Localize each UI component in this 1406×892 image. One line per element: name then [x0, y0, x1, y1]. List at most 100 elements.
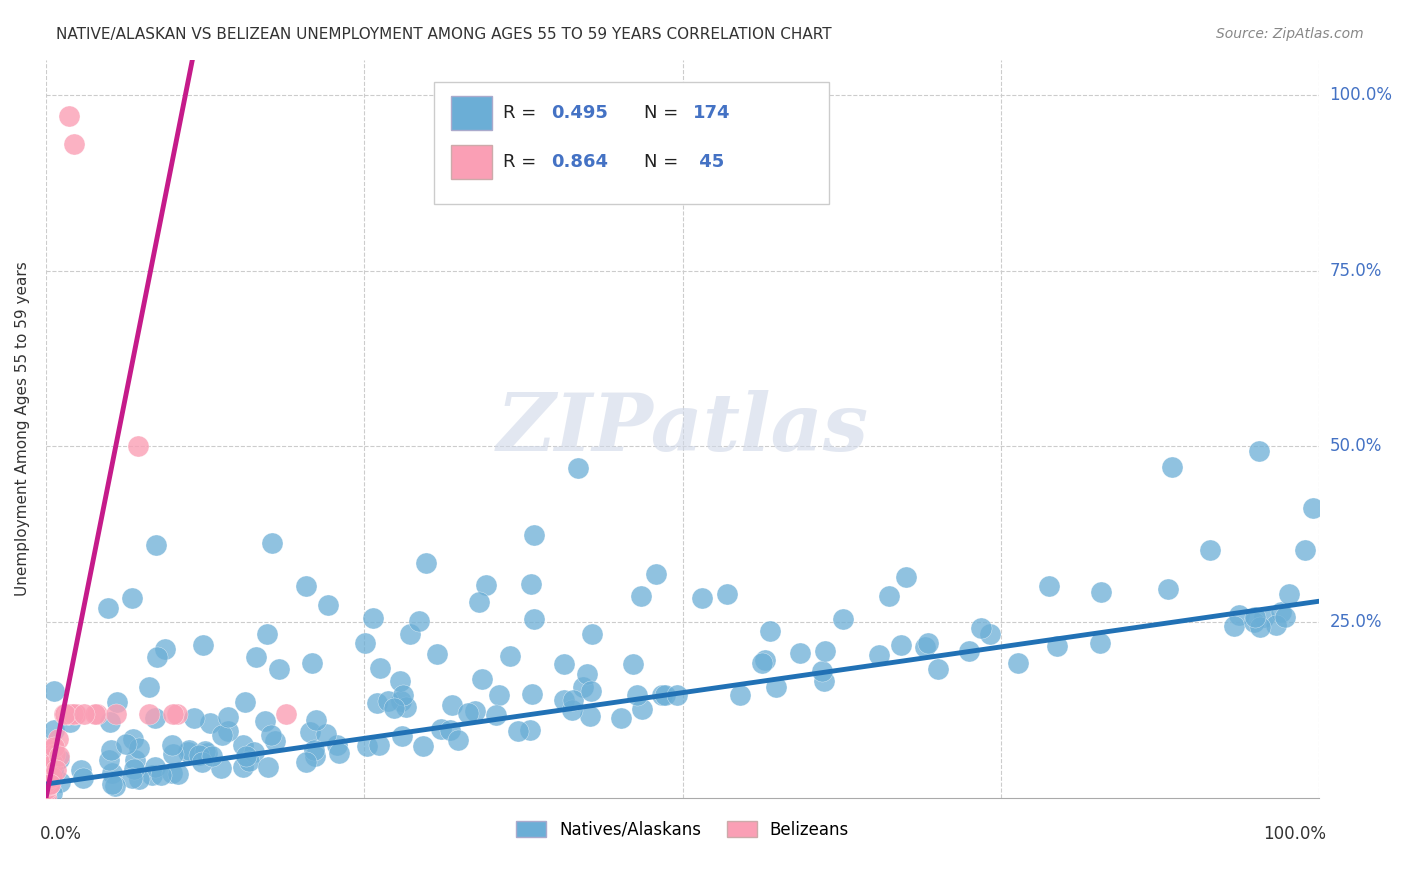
Point	[145, 649, 167, 664]
Point	[485, 707, 508, 722]
Point	[1007, 656, 1029, 670]
Point	[519, 577, 541, 591]
Point	[464, 704, 486, 718]
Point	[1294, 542, 1316, 557]
Point	[187, 748, 209, 763]
FancyBboxPatch shape	[434, 82, 830, 203]
Point	[654, 688, 676, 702]
Point	[305, 714, 328, 728]
Text: Source: ZipAtlas.com: Source: ZipAtlas.com	[1216, 27, 1364, 41]
Point	[211, 728, 233, 742]
Point	[579, 684, 602, 698]
Point	[831, 612, 853, 626]
Point	[62, 706, 84, 721]
Point	[499, 648, 522, 663]
Point	[58, 109, 80, 123]
Point	[52, 706, 75, 721]
Point	[101, 777, 124, 791]
Point	[572, 681, 595, 695]
Point	[233, 696, 256, 710]
Point	[388, 674, 411, 689]
Point	[814, 644, 837, 658]
Point	[58, 706, 80, 721]
Point	[1199, 542, 1222, 557]
Point	[377, 694, 399, 708]
Point	[143, 711, 166, 725]
Point	[200, 716, 222, 731]
Point	[651, 688, 673, 702]
Point	[519, 723, 541, 737]
Point	[430, 723, 453, 737]
Point	[260, 728, 283, 742]
Y-axis label: Unemployment Among Ages 55 to 59 years: Unemployment Among Ages 55 to 59 years	[15, 261, 30, 596]
Point	[970, 621, 993, 635]
Point	[209, 761, 232, 775]
Point	[1244, 610, 1267, 624]
Point	[363, 611, 385, 625]
Point	[232, 738, 254, 752]
Point	[69, 763, 91, 777]
Point	[267, 662, 290, 676]
Point	[100, 742, 122, 756]
Point	[104, 706, 127, 721]
Point	[506, 724, 529, 739]
Point	[35, 779, 58, 793]
Point	[35, 781, 58, 796]
Point	[316, 598, 339, 612]
Point	[39, 771, 62, 785]
Point	[38, 751, 60, 765]
Point	[979, 626, 1001, 640]
Point	[253, 714, 276, 729]
Point	[56, 706, 79, 721]
Point	[53, 706, 76, 721]
Point	[232, 759, 254, 773]
Point	[245, 650, 267, 665]
Point	[356, 739, 378, 753]
Point	[879, 589, 901, 603]
Point	[579, 709, 602, 723]
Text: R =: R =	[503, 153, 543, 171]
Point	[166, 767, 188, 781]
Point	[304, 748, 326, 763]
Point	[610, 711, 633, 725]
Point	[581, 627, 603, 641]
Point	[48, 748, 70, 763]
Point	[177, 745, 200, 759]
Point	[235, 749, 257, 764]
Point	[42, 742, 65, 756]
Point	[1249, 619, 1271, 633]
Point	[315, 726, 337, 740]
Point	[41, 786, 63, 800]
Point	[412, 739, 434, 753]
Point	[177, 743, 200, 757]
Text: 45: 45	[693, 153, 724, 171]
Point	[301, 656, 323, 670]
Point	[1157, 582, 1180, 596]
Point	[41, 755, 63, 769]
Point	[716, 586, 738, 600]
Point	[191, 755, 214, 769]
Point	[1223, 619, 1246, 633]
Point	[1265, 618, 1288, 632]
Point	[101, 765, 124, 780]
Point	[441, 698, 464, 712]
Point	[1243, 615, 1265, 629]
Point	[408, 614, 430, 628]
Point	[44, 747, 66, 762]
Text: 0.0%: 0.0%	[39, 825, 82, 843]
Point	[392, 688, 415, 702]
Point	[143, 760, 166, 774]
Point	[274, 706, 297, 721]
Point	[48, 752, 70, 766]
Point	[759, 624, 782, 638]
Text: R =: R =	[503, 103, 543, 122]
Text: ZIPatlas: ZIPatlas	[496, 390, 869, 467]
Point	[121, 591, 143, 606]
Point	[751, 656, 773, 670]
Point	[295, 755, 318, 769]
Point	[42, 723, 65, 737]
Point	[35, 784, 58, 798]
Point	[194, 744, 217, 758]
Point	[561, 703, 583, 717]
Point	[58, 715, 80, 730]
